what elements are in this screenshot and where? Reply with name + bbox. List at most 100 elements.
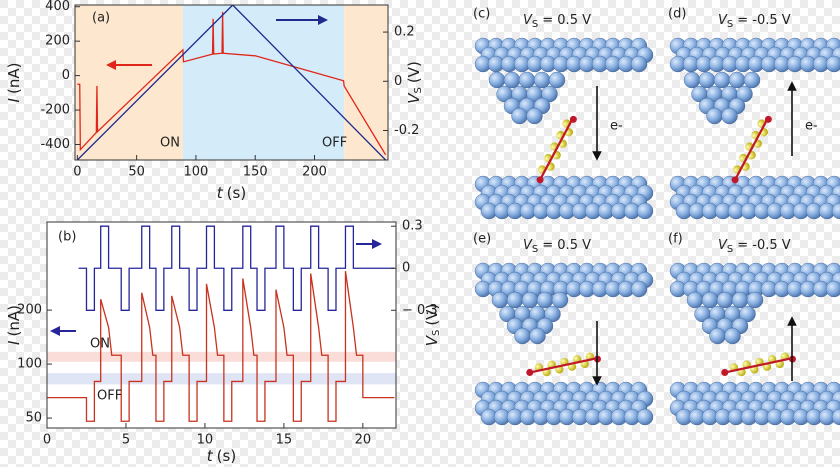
voltage-value: = 0.5 V xyxy=(542,238,591,253)
axis-unit: (s) xyxy=(217,447,237,465)
y-tick-label: -400 xyxy=(40,137,70,152)
axis-label: t (s) xyxy=(217,184,246,202)
voltage-symbol: V xyxy=(523,13,533,28)
panel-voltage: VS = 0.5 V xyxy=(523,238,591,256)
molecule-atom xyxy=(536,176,544,184)
x-tick-label: 15 xyxy=(276,433,293,448)
atom xyxy=(739,305,756,323)
atom xyxy=(825,280,840,298)
y2-tick-label: 0 xyxy=(394,74,402,89)
y2-tick-label: − 0.3 xyxy=(402,303,438,318)
panel-label: (e) xyxy=(473,232,491,247)
molecule-atom xyxy=(721,368,729,376)
axis-symbol: V xyxy=(423,334,441,346)
atom xyxy=(713,71,731,89)
plot-frame xyxy=(74,4,389,161)
axis-unit: (s) xyxy=(227,184,247,202)
y2-tick-label: 0 xyxy=(402,261,410,276)
axis-symbol: t xyxy=(207,447,214,465)
plot-frame xyxy=(46,221,397,429)
atom xyxy=(686,291,704,309)
axis-symbol: t xyxy=(217,184,224,202)
structure-panel: (d) VS = -0.5 V e- xyxy=(668,7,840,220)
atom xyxy=(683,71,701,89)
atom xyxy=(736,85,753,103)
panel-voltage: VS = 0.5 V xyxy=(523,13,591,31)
voltage-line xyxy=(76,5,387,160)
atom xyxy=(716,291,734,309)
y-tick-label: 100 xyxy=(17,357,42,372)
x-tick-label: 10 xyxy=(197,433,214,448)
atom xyxy=(746,291,764,309)
atom xyxy=(518,71,536,89)
axis-symbol: V xyxy=(405,92,423,104)
molecule xyxy=(536,115,577,184)
atom xyxy=(551,291,569,309)
axis-label: t (s) xyxy=(207,447,236,465)
y2-tick-label: -0.2 xyxy=(394,123,419,138)
y-tick-label: -200 xyxy=(40,103,70,118)
arrow-head xyxy=(318,15,328,25)
atom xyxy=(825,55,840,73)
voltage-value: = -0.5 V xyxy=(737,238,791,253)
atom xyxy=(491,291,509,309)
shaded-region xyxy=(344,5,388,160)
voltage-line xyxy=(78,225,395,311)
atom xyxy=(709,327,726,345)
molecule-atom xyxy=(731,176,739,184)
molecule xyxy=(731,115,772,184)
y-tick-label: 200 xyxy=(17,303,42,318)
axis-label: I (nA) xyxy=(5,63,23,103)
voltage-subscript: S xyxy=(727,244,733,255)
shaded-band xyxy=(47,351,396,362)
axis-symbol: I xyxy=(5,340,23,345)
atom xyxy=(636,202,654,220)
panel-label: (d) xyxy=(668,7,686,22)
annotation: ON xyxy=(90,337,110,352)
atom xyxy=(698,71,716,89)
voltage-symbol: V xyxy=(523,238,533,253)
panel-label: (f) xyxy=(668,232,683,247)
atom xyxy=(544,305,561,323)
atom xyxy=(743,71,761,89)
atom xyxy=(630,280,648,298)
annotation: OFF xyxy=(97,389,122,404)
voltage-subscript: S xyxy=(532,19,538,30)
atom xyxy=(831,408,840,426)
axis-label: VS (V) xyxy=(405,61,425,104)
panel-voltage: VS = -0.5 V xyxy=(718,238,791,256)
axis-symbol: I xyxy=(5,97,23,102)
atom xyxy=(536,291,554,309)
atom xyxy=(731,291,749,309)
molecule-link xyxy=(538,117,574,183)
atom xyxy=(506,291,524,309)
x-tick-label: 0 xyxy=(73,165,81,180)
atom xyxy=(728,71,746,89)
structure-panels: (c) VS = 0.5 Ve-(d) VS = -0.5 Ve-(e) VS = 0.5 … xyxy=(473,7,840,426)
annotation: ON xyxy=(160,136,180,151)
y2-tick-label: 0.3 xyxy=(402,219,423,234)
x-tick-label: 5 xyxy=(122,433,130,448)
axis-subscript: S xyxy=(431,330,442,336)
atom xyxy=(514,327,531,345)
shaded-band xyxy=(47,373,396,385)
structure-panel: (e) VS = 0.5 V xyxy=(473,232,654,426)
electron-label: e- xyxy=(610,119,623,134)
x-tick-label: 20 xyxy=(355,433,372,448)
molecule xyxy=(721,352,796,377)
x-tick-label: 100 xyxy=(184,165,209,180)
molecule-atom xyxy=(764,115,772,123)
atom xyxy=(521,291,539,309)
axis-unit: (V) xyxy=(423,304,441,326)
axis-label: I (nA) xyxy=(5,305,23,345)
x-tick-label: 200 xyxy=(302,165,327,180)
y-tick-label: 0 xyxy=(62,68,70,83)
voltage-value: = -0.5 V xyxy=(737,13,791,28)
x-tick-label: 150 xyxy=(243,165,268,180)
axis-unit: (V) xyxy=(405,61,423,83)
voltage-subscript: S xyxy=(727,19,733,30)
y-tick-label: 400 xyxy=(45,0,70,14)
atom xyxy=(636,408,654,426)
molecule-link xyxy=(722,356,794,374)
molecule xyxy=(526,352,601,377)
